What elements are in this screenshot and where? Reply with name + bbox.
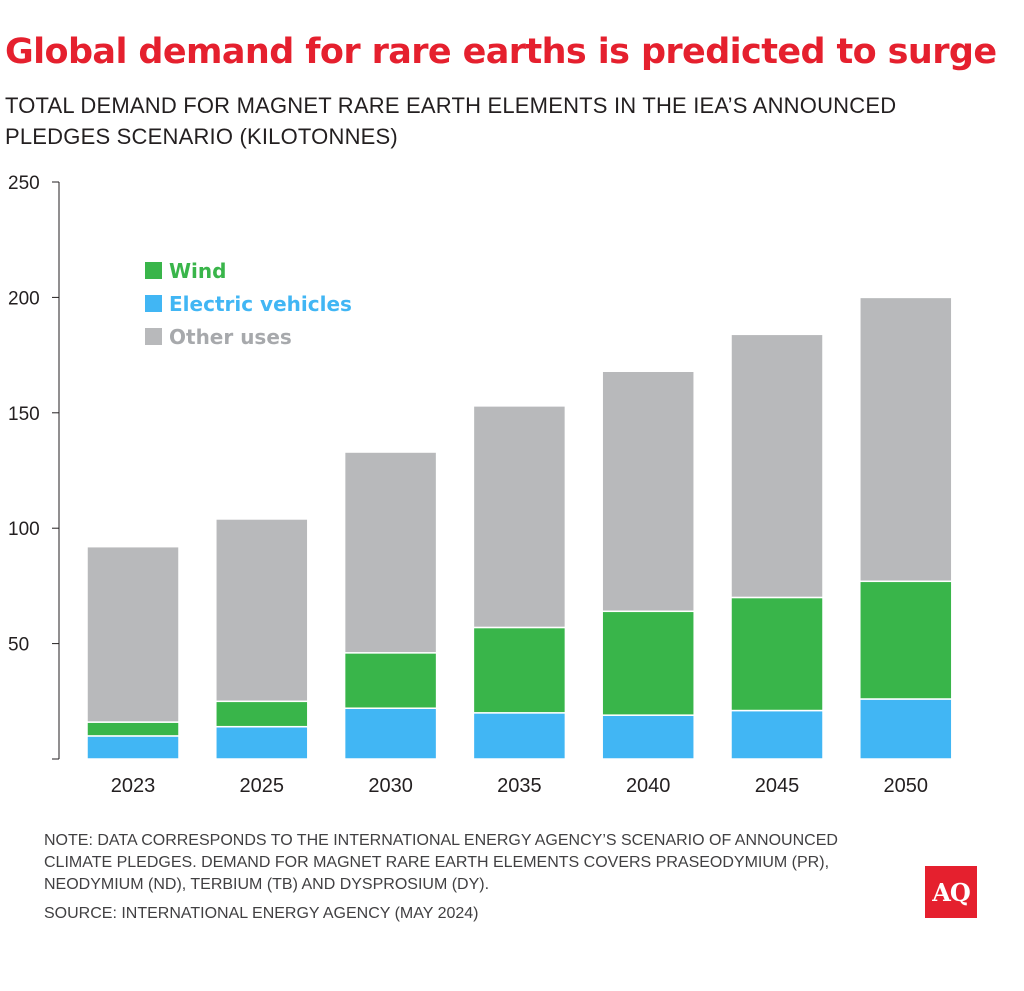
bar-segment-electric-vehicles: [215, 725, 309, 760]
aq-logo: AQ: [925, 866, 977, 918]
bar-segment-other-uses: [343, 451, 438, 654]
x-tick-label: 2045: [755, 775, 800, 797]
y-tick-label: 50: [8, 635, 29, 656]
bars-layer: 2023 2025 2030 2035 2040 2045 2050: [86, 296, 953, 797]
bar-segment-electric-vehicles: [472, 712, 567, 760]
bar-segment-wind: [730, 596, 824, 712]
y-tick-label: 100: [8, 519, 40, 540]
x-tick-label: 2023: [111, 775, 156, 797]
bar-segment-electric-vehicles: [859, 698, 953, 760]
bar-segment-electric-vehicles: [730, 709, 824, 760]
x-tick-label: 2025: [240, 775, 285, 797]
source-line: SOURCE: INTERNATIONAL ENERGY AGENCY (MAY…: [44, 905, 479, 922]
bar-segment-wind: [86, 721, 180, 737]
bar-segment-wind: [859, 580, 953, 700]
bar-segment-electric-vehicles: [343, 707, 438, 760]
bar-segment-wind: [601, 610, 695, 716]
x-tick-label: 2030: [368, 775, 413, 797]
legend: Wind Electric vehicles Other uses: [145, 259, 352, 349]
y-tick-label: 150: [8, 404, 40, 425]
axis-layer: 50 100 150 200 250: [8, 173, 60, 760]
bar-segment-other-uses: [215, 518, 309, 703]
legend-label: Wind: [169, 259, 226, 283]
bar-segment-wind: [472, 626, 567, 714]
bar-segment-other-uses: [859, 296, 953, 583]
footnote: NOTE: DATA CORRESPONDS TO THE INTERNATIO…: [44, 832, 838, 893]
x-tick-label: 2040: [626, 775, 671, 797]
legend-swatch: [145, 262, 162, 279]
bar-segment-other-uses: [730, 333, 824, 599]
chart-subtitle: TOTAL DEMAND FOR MAGNET RARE EARTH ELEME…: [5, 93, 897, 149]
x-tick-label: 2050: [884, 775, 929, 797]
bar-segment-wind: [343, 652, 438, 709]
x-tick-label: 2035: [497, 775, 542, 797]
chart-title: Global demand for rare earths is predict…: [5, 32, 997, 72]
bar-segment-wind: [215, 700, 309, 728]
legend-label: Other uses: [169, 325, 292, 349]
legend-swatch: [145, 328, 162, 345]
bar-segment-electric-vehicles: [86, 735, 180, 760]
bar-segment-other-uses: [472, 405, 567, 629]
bar-segment-other-uses: [86, 545, 180, 723]
bar-segment-electric-vehicles: [601, 714, 695, 760]
legend-label: Electric vehicles: [169, 292, 352, 316]
y-tick-label: 200: [8, 288, 40, 309]
legend-swatch: [145, 295, 162, 312]
bar-segment-other-uses: [601, 370, 695, 613]
y-tick-label: 250: [8, 173, 40, 194]
